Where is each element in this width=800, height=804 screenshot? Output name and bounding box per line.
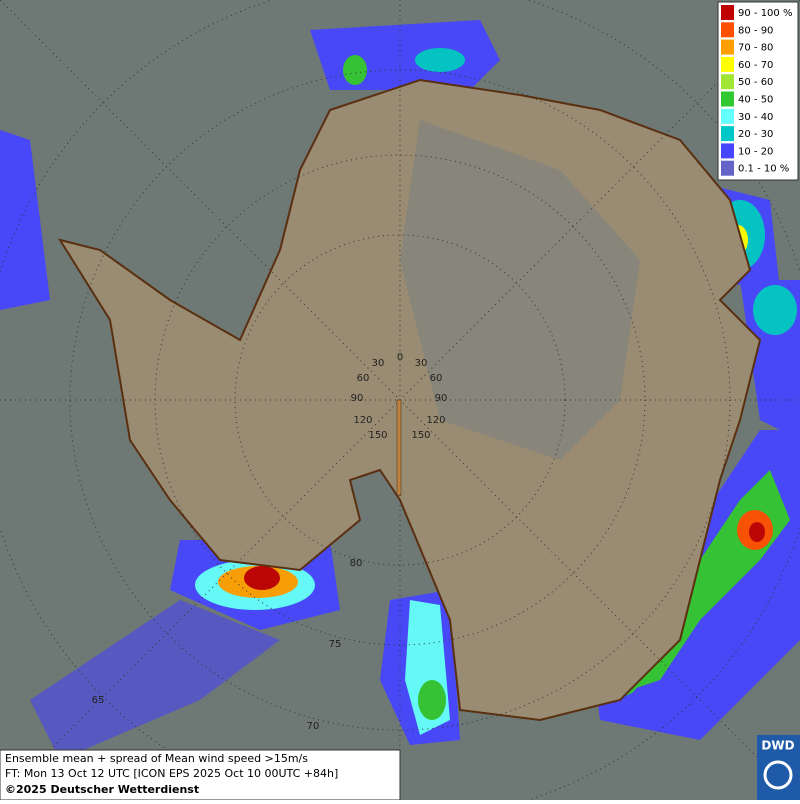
legend-swatch bbox=[721, 56, 734, 72]
legend-label: 20 - 30 bbox=[738, 129, 773, 140]
plateau bbox=[400, 120, 640, 460]
legend-swatch bbox=[721, 22, 734, 38]
legend-label: 90 - 100 % bbox=[738, 8, 792, 19]
longitude-label: 150 bbox=[411, 430, 430, 441]
legend-swatch bbox=[721, 143, 734, 159]
longitude-label: 30 bbox=[415, 358, 428, 369]
legend-swatch bbox=[721, 5, 734, 20]
longitude-label: 60 bbox=[357, 373, 370, 384]
longitude-label: 120 bbox=[353, 415, 372, 426]
legend-label: 70 - 80 bbox=[738, 43, 773, 54]
legend-label: 50 - 60 bbox=[738, 77, 773, 88]
legend-swatch bbox=[721, 160, 734, 176]
legend-swatch bbox=[721, 39, 734, 55]
longitude-label: 120 bbox=[426, 415, 445, 426]
info-line: FT: Mon 13 Oct 12 UTC [ICON EPS 2025 Oct… bbox=[5, 767, 338, 780]
legend-label: 0.1 - 10 % bbox=[738, 164, 789, 175]
legend-swatch bbox=[721, 126, 734, 142]
legend-swatch bbox=[721, 108, 734, 124]
latitude-label: 70 bbox=[307, 721, 320, 732]
legend-items: 90 - 100 % 80 - 90 70 - 80 60 - 70 50 - 60 40… bbox=[721, 5, 792, 176]
legend-swatch bbox=[721, 74, 734, 90]
legend-label: 40 - 50 bbox=[738, 95, 773, 106]
longitude-label: 60 bbox=[430, 373, 443, 384]
info-box bbox=[0, 749, 401, 801]
longitude-label: 30 bbox=[372, 358, 385, 369]
marker bbox=[396, 399, 402, 496]
logo-icon bbox=[763, 760, 793, 790]
logo-text: DWD bbox=[761, 739, 794, 753]
legend-label: 60 - 70 bbox=[738, 60, 773, 71]
longitude-label: 150 bbox=[368, 430, 387, 441]
legend-label: 30 - 40 bbox=[738, 112, 773, 123]
latitude-label: 75 bbox=[329, 639, 342, 650]
latitude-label: 80 bbox=[350, 558, 363, 569]
latitude-label: 65 bbox=[92, 695, 105, 706]
legend-swatch bbox=[721, 91, 734, 107]
info-line: ©2025 Deutscher Wetterdienst bbox=[5, 783, 199, 796]
legend-label: 10 - 20 bbox=[738, 146, 773, 157]
longitude-label: 0 bbox=[397, 352, 403, 363]
longitude-label: 90 bbox=[351, 393, 364, 404]
longitude-label: 90 bbox=[435, 393, 448, 404]
legend-label: 80 - 90 bbox=[738, 25, 773, 36]
info-line: Ensemble mean + spread of Mean wind spee… bbox=[5, 752, 308, 765]
